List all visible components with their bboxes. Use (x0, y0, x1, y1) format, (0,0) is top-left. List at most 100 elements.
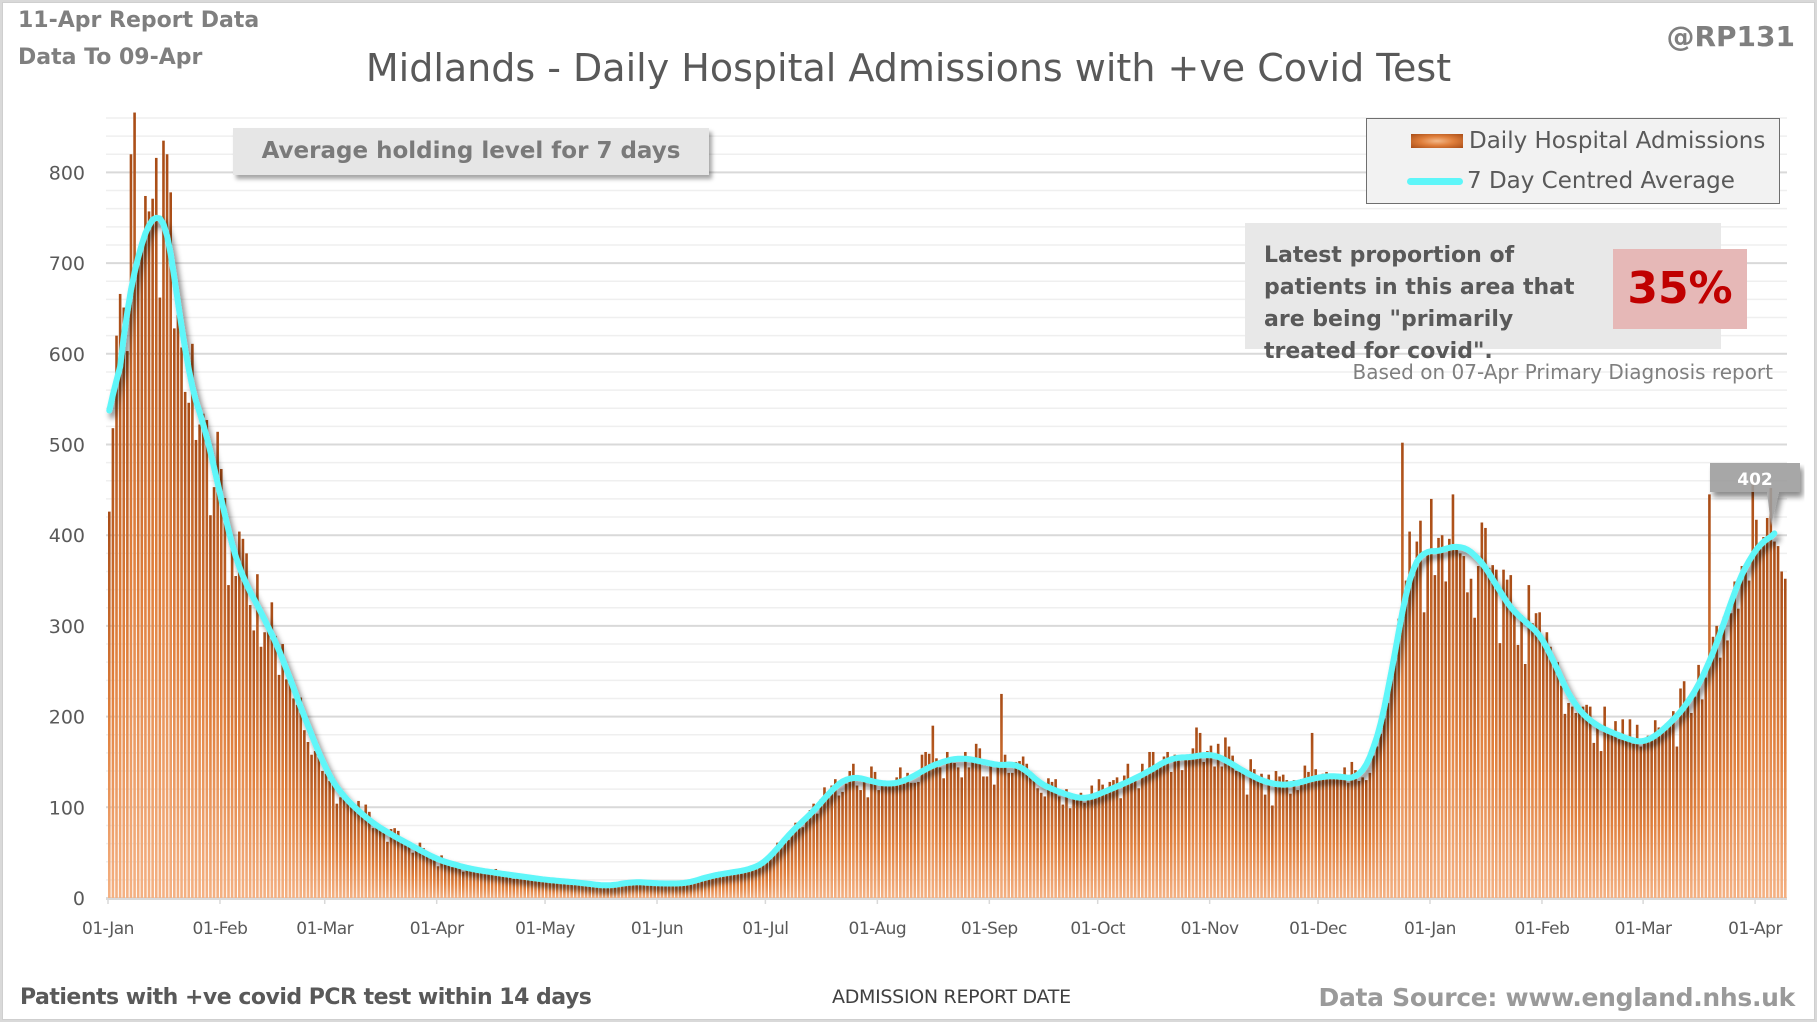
bar (454, 865, 458, 898)
bar (1263, 794, 1267, 898)
bar (1379, 733, 1383, 898)
bar (682, 885, 685, 898)
bar (1433, 575, 1437, 898)
bar (675, 884, 678, 898)
legend-label-average: 7 Day Centred Average (1467, 168, 1735, 194)
bar (1187, 760, 1191, 898)
bar (1372, 755, 1375, 898)
bar (541, 878, 545, 898)
bar (1112, 780, 1115, 898)
bar (519, 875, 523, 899)
bar (530, 878, 534, 898)
x-tick-label: 01-Mar (1615, 919, 1672, 939)
bar (902, 783, 906, 898)
bar (1401, 442, 1404, 898)
bar (1726, 640, 1729, 898)
x-tick-label: 01-Sep (961, 919, 1018, 939)
bar (389, 829, 393, 898)
bar (306, 742, 310, 898)
bar (1715, 625, 1718, 898)
bar (1260, 773, 1263, 898)
bar (396, 830, 400, 898)
bar (1560, 685, 1563, 898)
bar (1541, 637, 1545, 898)
bar (313, 751, 317, 898)
bar (613, 886, 617, 898)
bar (342, 795, 346, 898)
bar (1444, 581, 1448, 898)
bar (404, 845, 407, 898)
bar (1126, 763, 1130, 898)
bar (1606, 732, 1610, 898)
bar (1758, 546, 1762, 898)
bar (1552, 666, 1556, 898)
bar (1516, 644, 1520, 898)
bar (823, 787, 826, 898)
bar (953, 762, 956, 898)
bar (480, 869, 483, 898)
bar (1502, 569, 1505, 898)
bar (339, 797, 342, 898)
bar (118, 293, 122, 898)
bar (378, 829, 382, 899)
x-tick-label: 01-Mar (296, 919, 353, 939)
bar (862, 778, 866, 898)
x-axis: 01-Jan 01-Feb 01-Mar 01-Apr 01-May 01-Jun 01-J… (82, 898, 1787, 939)
bar (1047, 778, 1050, 898)
bar (219, 468, 223, 898)
bar (1639, 746, 1643, 898)
bar (696, 879, 700, 898)
bar (1440, 535, 1444, 898)
bar (469, 867, 472, 898)
bar (1393, 656, 1397, 898)
bar (1036, 788, 1039, 898)
bar (664, 883, 667, 898)
bar (624, 882, 628, 898)
bar (967, 767, 971, 898)
bar (436, 866, 440, 898)
bar (1567, 703, 1570, 898)
bar (1646, 735, 1650, 898)
bar (653, 882, 657, 898)
bar (599, 884, 602, 898)
bar (1076, 800, 1079, 898)
bar (638, 882, 642, 898)
bar (606, 888, 610, 898)
bar (1007, 772, 1010, 898)
bar (476, 868, 480, 898)
y-tick-label: 800 (49, 162, 85, 184)
bar (382, 832, 386, 898)
bar (187, 402, 191, 898)
bar (1397, 618, 1401, 898)
bar (1563, 713, 1567, 898)
bar (317, 751, 321, 898)
bar (722, 873, 725, 898)
bar (1520, 615, 1523, 898)
bar (1364, 780, 1368, 898)
bar (1271, 805, 1274, 898)
bar (1249, 759, 1252, 898)
bar (371, 828, 375, 898)
bar (227, 585, 230, 899)
bar (1635, 724, 1639, 898)
bar (534, 877, 537, 898)
bar (859, 790, 862, 898)
bar (725, 875, 729, 899)
bar (1545, 632, 1549, 898)
bar (1130, 778, 1133, 898)
bar (1097, 779, 1101, 898)
bar (1729, 613, 1733, 898)
bar (516, 876, 519, 898)
bar (1325, 771, 1328, 898)
bar (974, 743, 978, 898)
y-tick-label: 300 (49, 616, 85, 638)
bar (577, 881, 581, 898)
bar (1769, 488, 1773, 898)
bar (1054, 779, 1057, 898)
bar (1404, 580, 1408, 898)
y-tick-label: 100 (49, 797, 85, 819)
bar (819, 799, 823, 898)
bar (935, 758, 938, 898)
bar (483, 872, 487, 898)
bar (1737, 608, 1740, 898)
